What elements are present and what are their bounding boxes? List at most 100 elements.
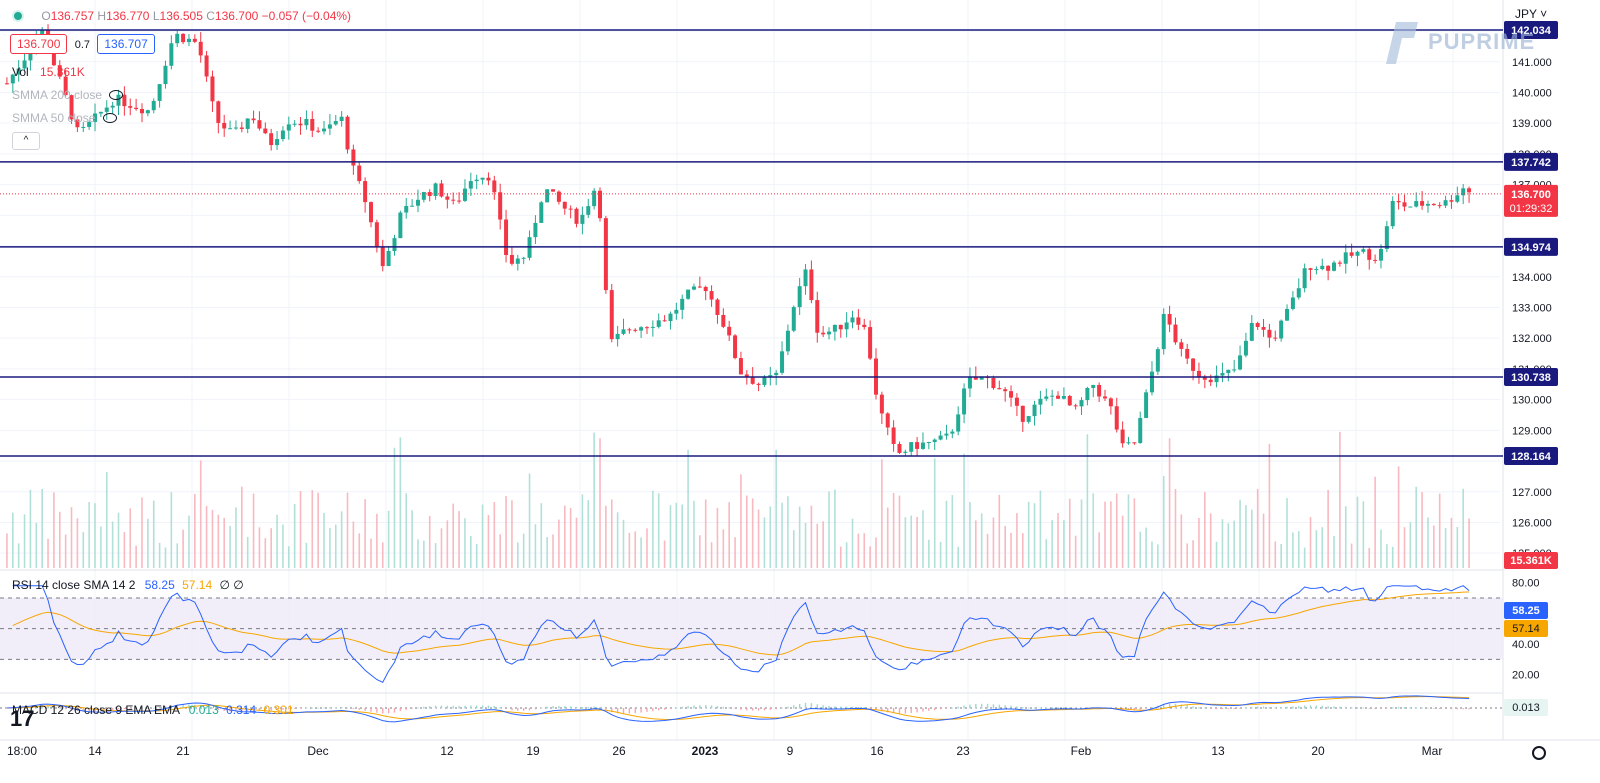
volume-bar <box>117 512 120 568</box>
volume-bar <box>217 514 220 568</box>
volume-bar <box>23 514 26 568</box>
candle-body <box>738 358 743 375</box>
candle-body <box>568 208 573 210</box>
macd-histogram-bar <box>434 705 437 709</box>
rsi-tag: 58.25 <box>1512 605 1540 617</box>
volume-bar <box>922 510 924 568</box>
volume-bar <box>957 546 959 568</box>
volume-bar <box>299 491 302 568</box>
macd-histogram-bar <box>387 708 390 714</box>
macd-histogram-bar <box>340 707 343 709</box>
macd-histogram-bar <box>429 706 431 709</box>
macd-histogram-bar <box>1439 708 1441 709</box>
volume-bar <box>152 500 155 568</box>
macd-histogram-bar <box>1433 708 1435 709</box>
macd-histogram-bar <box>663 708 666 710</box>
candle-body <box>774 372 779 376</box>
candle-body <box>222 122 227 129</box>
macd-histogram-bar <box>1233 708 1235 710</box>
macd-histogram-bar <box>857 706 860 709</box>
candle-body <box>75 119 80 128</box>
candle-body <box>973 377 978 380</box>
candle-body <box>380 246 385 267</box>
candle-body <box>1326 265 1331 271</box>
hidden-eye-icon[interactable] <box>109 90 124 100</box>
macd-histogram-bar <box>88 708 90 712</box>
volume-bar <box>1139 531 1142 568</box>
rsi-title: RSI 14 close SMA 14 2 <box>12 578 136 592</box>
macd-histogram-bar <box>305 707 308 709</box>
candle-body <box>1220 373 1225 376</box>
volume-bar <box>804 522 807 568</box>
volume-bar <box>1204 492 1206 568</box>
rsi-tag-bg <box>1504 602 1548 619</box>
candle-body <box>1149 371 1154 393</box>
candle-body <box>727 326 732 336</box>
candle-body <box>504 219 509 256</box>
smma200-legend[interactable]: SMMA 200 close <box>12 88 124 102</box>
candle-body <box>1091 384 1096 388</box>
macd-histogram-bar <box>458 706 460 709</box>
macd-histogram-bar <box>335 707 337 709</box>
macd-histogram-bar <box>1444 708 1447 710</box>
macd-histogram-bar <box>1221 708 1224 710</box>
volume-bar <box>1063 520 1065 568</box>
macd-histogram-bar <box>675 707 678 709</box>
close-label: C <box>206 9 215 23</box>
macd-histogram-bar <box>816 704 818 709</box>
volume-bar <box>945 500 948 568</box>
smma50-legend[interactable]: SMMA 50 close <box>12 111 117 125</box>
macd-histogram-bar <box>487 705 490 709</box>
volume-bar <box>1045 539 1048 568</box>
candle-body <box>439 183 444 197</box>
candle-body <box>1273 337 1278 339</box>
volume-bar <box>1057 513 1059 568</box>
sell-button[interactable]: 136.700 <box>10 34 68 54</box>
volume-legend: Vol 15.361K <box>12 65 85 79</box>
hidden-eye-icon[interactable] <box>102 113 117 123</box>
macd-histogram-bar <box>1063 707 1065 709</box>
macd-histogram-bar <box>834 706 836 709</box>
candle-body <box>944 433 949 436</box>
volume-bar <box>370 538 372 568</box>
macd-histogram-bar <box>992 704 995 709</box>
brand-text: PUPRIME <box>1428 29 1536 54</box>
macd-histogram-bar <box>769 708 771 710</box>
volume-bar <box>1427 517 1429 568</box>
buy-button[interactable]: 136.707 <box>97 34 155 54</box>
macd-histogram-bar <box>1133 708 1136 711</box>
settings-gear-icon[interactable] <box>1532 746 1546 760</box>
volume-bar <box>340 511 343 568</box>
candle-body <box>1226 369 1231 374</box>
volume-bar <box>1251 509 1253 568</box>
candle-body <box>98 111 103 114</box>
macd-signal-value: 0.301 <box>263 703 294 717</box>
macd-histogram-bar <box>1163 704 1165 709</box>
currency-label: JPY <box>1515 7 1537 21</box>
volume-bar <box>1227 523 1230 568</box>
volume-bar <box>616 512 619 568</box>
volume-bar <box>675 502 678 568</box>
macd-histogram-bar <box>235 708 237 712</box>
volume-bar <box>1438 493 1441 568</box>
candle-body <box>1056 395 1061 399</box>
volume-bar <box>287 546 290 568</box>
candle-body <box>686 289 691 299</box>
volume-bar <box>517 542 519 568</box>
candle-body <box>909 442 914 452</box>
currency-selector[interactable]: JPY ˅ <box>1515 7 1548 21</box>
macd-histogram-bar <box>47 706 49 709</box>
rsi-sma-tag: 57.14 <box>1512 623 1540 635</box>
candle-body <box>1261 327 1266 330</box>
volume-bar <box>487 515 490 568</box>
time-tick-label: 2023 <box>692 744 719 758</box>
volume-bar <box>634 531 637 568</box>
candle-body <box>838 324 843 330</box>
collapse-legend-button[interactable]: ^ <box>12 132 40 150</box>
volume-bar <box>657 493 660 568</box>
candle-body <box>668 313 673 322</box>
candle-body <box>4 83 9 85</box>
volume-bar <box>540 503 543 568</box>
candle-body <box>926 442 931 444</box>
